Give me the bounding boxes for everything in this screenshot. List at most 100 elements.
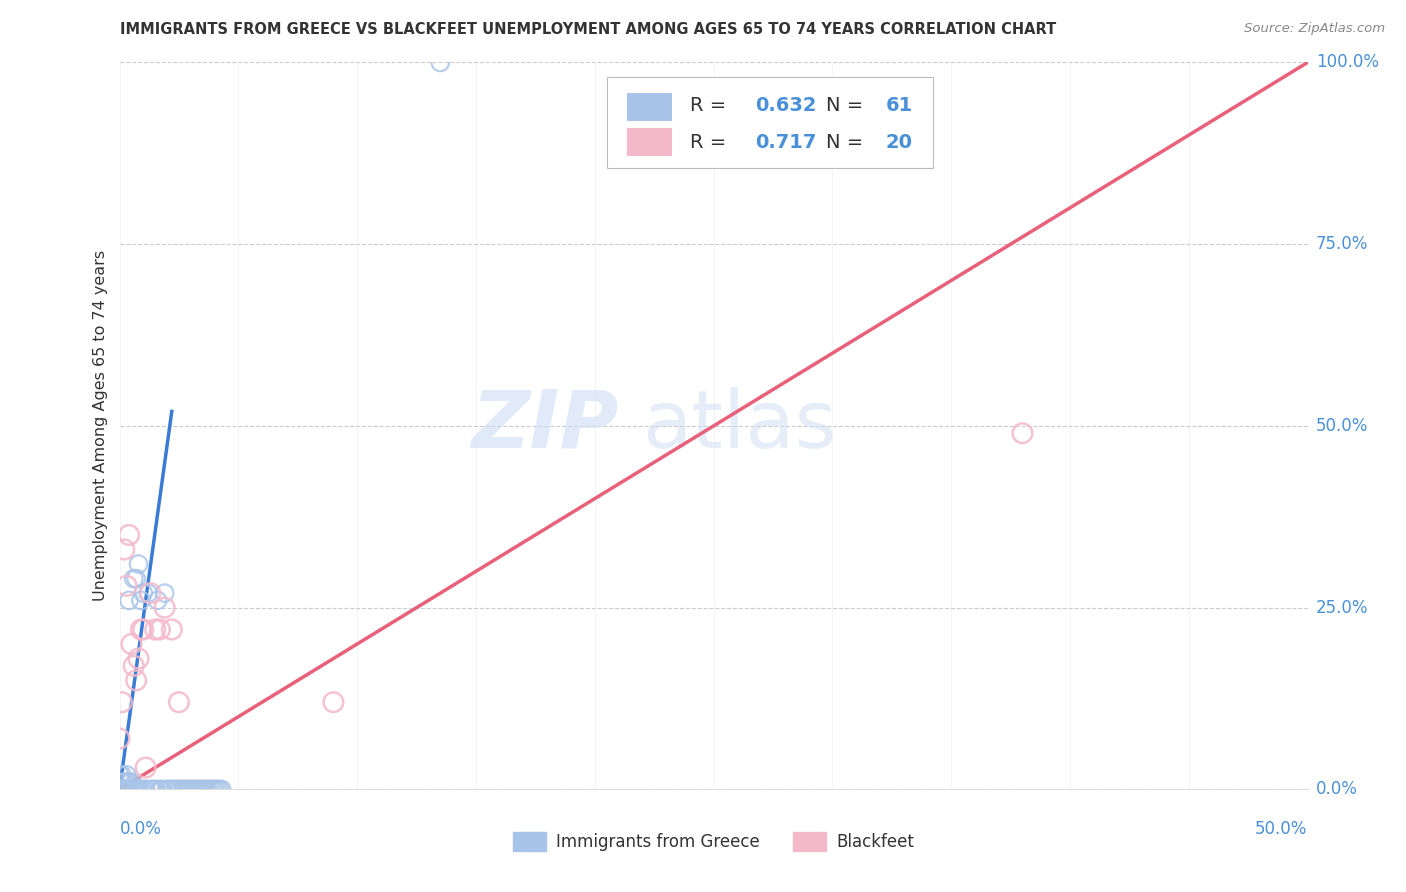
Point <box>129 782 152 797</box>
Text: ZIP: ZIP <box>471 387 619 465</box>
Point <box>115 775 138 789</box>
Point <box>112 542 135 557</box>
Text: R =: R = <box>690 133 733 152</box>
Point <box>122 782 145 797</box>
Point <box>156 782 179 797</box>
FancyBboxPatch shape <box>627 128 672 156</box>
Point <box>128 782 150 797</box>
Point <box>135 782 157 797</box>
Point <box>188 782 211 797</box>
Point <box>143 623 166 637</box>
Text: N =: N = <box>827 96 870 115</box>
Point <box>128 651 150 665</box>
Point <box>170 782 193 797</box>
Text: 0.717: 0.717 <box>755 133 817 152</box>
Point <box>122 658 145 673</box>
Point <box>115 782 138 797</box>
Point <box>111 768 134 782</box>
Point <box>201 782 224 797</box>
Point <box>125 572 148 586</box>
Legend: Immigrants from Greece, Blackfeet: Immigrants from Greece, Blackfeet <box>506 825 921 857</box>
Point <box>132 623 155 637</box>
Point <box>184 782 207 797</box>
Point <box>157 782 180 797</box>
Point <box>167 695 190 709</box>
Point <box>429 55 451 70</box>
Point <box>118 782 141 797</box>
Text: R =: R = <box>690 96 733 115</box>
Point <box>115 579 138 593</box>
Point <box>139 586 162 600</box>
Point <box>118 593 141 607</box>
Point <box>174 782 197 797</box>
Point <box>118 528 141 542</box>
Point <box>108 782 131 797</box>
Point <box>146 593 169 607</box>
Point <box>139 782 162 797</box>
Point <box>132 586 155 600</box>
Point <box>194 782 217 797</box>
Point <box>132 782 155 797</box>
Text: 0.632: 0.632 <box>755 96 817 115</box>
Point <box>149 782 172 797</box>
Point <box>163 782 186 797</box>
Point <box>197 782 219 797</box>
Point <box>108 768 131 782</box>
Point <box>187 782 209 797</box>
Point <box>167 782 190 797</box>
Text: N =: N = <box>827 133 870 152</box>
Text: atlas: atlas <box>643 387 837 465</box>
Point <box>322 695 344 709</box>
Point <box>128 557 150 571</box>
Point <box>129 623 152 637</box>
Point <box>125 782 148 797</box>
Text: 50.0%: 50.0% <box>1316 417 1368 435</box>
Point <box>198 782 221 797</box>
Point <box>120 637 142 651</box>
Text: 100.0%: 100.0% <box>1316 54 1379 71</box>
Point <box>191 782 214 797</box>
Point <box>153 586 176 600</box>
Point <box>204 782 226 797</box>
Point <box>160 782 183 797</box>
Point <box>1011 426 1033 441</box>
Point <box>111 695 134 709</box>
Y-axis label: Unemployment Among Ages 65 to 74 years: Unemployment Among Ages 65 to 74 years <box>93 251 108 601</box>
Text: 75.0%: 75.0% <box>1316 235 1368 253</box>
FancyBboxPatch shape <box>627 93 672 120</box>
Point <box>136 586 159 600</box>
Point <box>143 782 166 797</box>
Point <box>114 782 136 797</box>
Point <box>125 673 148 688</box>
Text: 0.0%: 0.0% <box>1316 780 1358 798</box>
Point <box>111 782 134 797</box>
Point <box>120 775 142 789</box>
Point <box>115 768 138 782</box>
Point <box>208 782 231 797</box>
Point <box>180 782 202 797</box>
Point <box>173 782 195 797</box>
Point <box>118 775 141 789</box>
Point <box>122 572 145 586</box>
Text: 50.0%: 50.0% <box>1256 820 1308 838</box>
Point <box>177 782 200 797</box>
Point <box>108 731 131 746</box>
Point <box>166 782 188 797</box>
Text: 61: 61 <box>886 96 912 115</box>
Point <box>112 782 135 797</box>
FancyBboxPatch shape <box>606 77 934 168</box>
Point <box>120 782 142 797</box>
Point <box>211 782 233 797</box>
Point <box>110 782 132 797</box>
Point <box>112 775 135 789</box>
Point <box>112 782 135 797</box>
Point <box>160 623 183 637</box>
Text: 0.0%: 0.0% <box>120 820 162 838</box>
Point <box>111 775 134 789</box>
Point <box>135 761 157 775</box>
Point <box>149 623 172 637</box>
Point <box>181 782 204 797</box>
Point <box>142 782 165 797</box>
Text: 20: 20 <box>886 133 912 152</box>
Point <box>150 782 173 797</box>
